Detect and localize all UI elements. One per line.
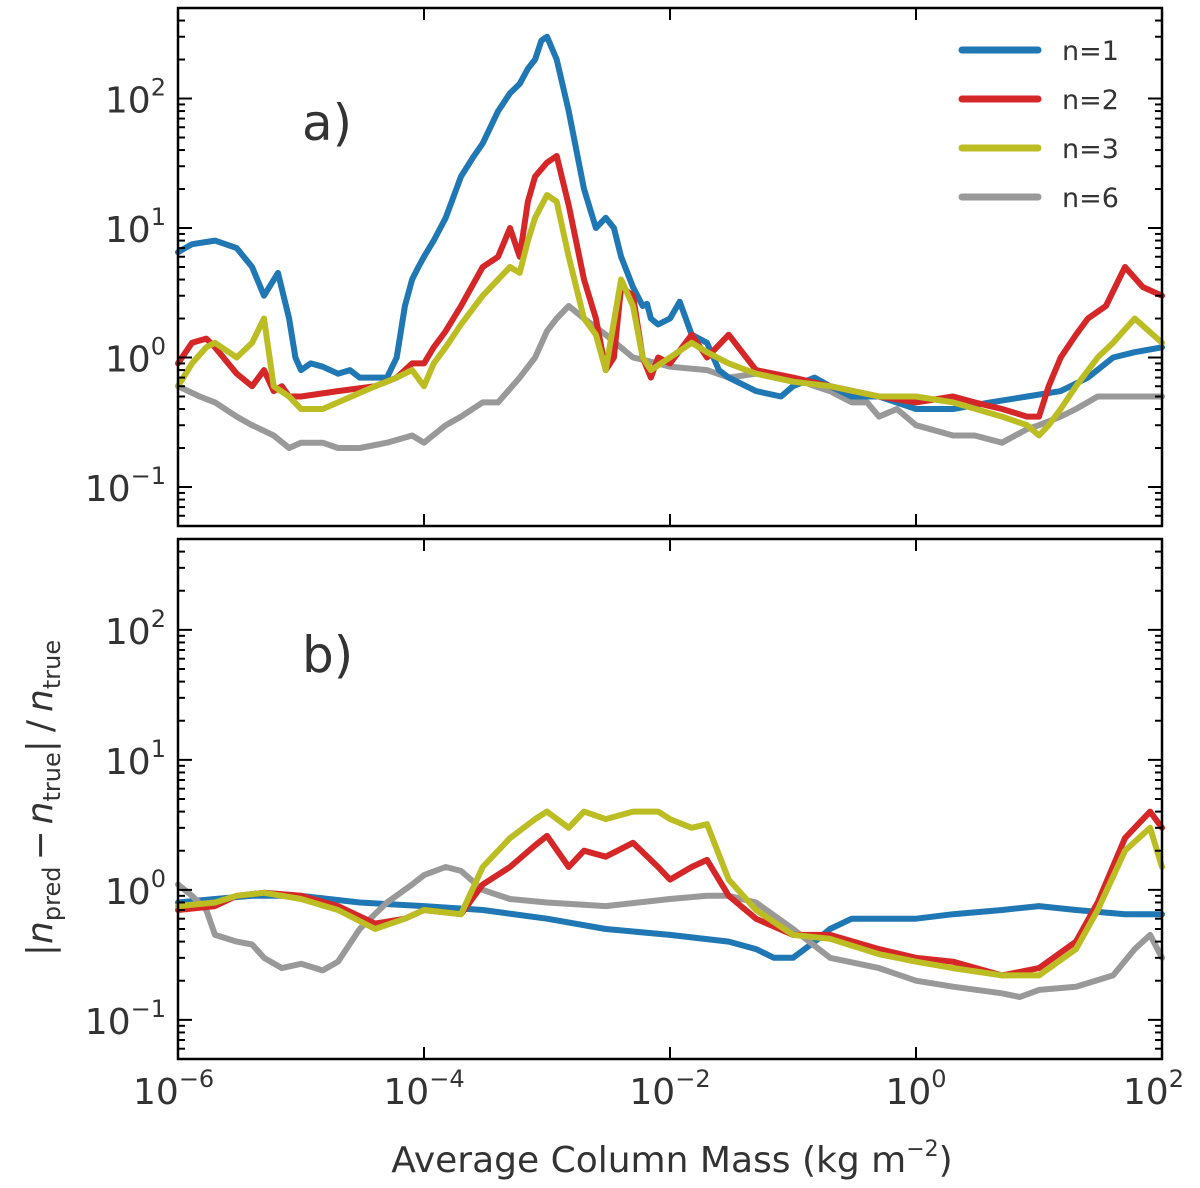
- panel-a-frame: [176, 6, 1164, 528]
- y-tick-label-exp: 1: [151, 735, 166, 763]
- legend: n=1 n=2 n=3 n=6: [958, 36, 1119, 214]
- series-line-b-n2: [175, 808, 1165, 979]
- y-title-sub1: pred: [38, 867, 66, 922]
- panel-b-label: b): [302, 626, 353, 684]
- y-tick-label-exp: −1: [131, 995, 166, 1023]
- x-tick-label-exp: 2: [1169, 1065, 1184, 1093]
- legend-label: n=3: [1062, 134, 1119, 165]
- y-tick-label-base: 10: [85, 469, 131, 510]
- series-line-a-n2: [175, 153, 1165, 420]
- x-axis-title-exp: −2: [906, 1137, 938, 1162]
- y-tick-label: 10−1: [85, 462, 166, 510]
- x-tick-label: 10−4: [383, 1065, 464, 1113]
- y-tick-label: 101: [105, 735, 166, 783]
- x-axis-title-main: Average Column Mass (kg m: [391, 1140, 906, 1181]
- x-tick-label-base: 10: [133, 1072, 179, 1113]
- x-tick-label-base: 10: [629, 1072, 675, 1113]
- y-axis-title: |npred−ntrue|/ntrue: [20, 640, 66, 956]
- y-tick-label-exp: 2: [151, 74, 166, 102]
- y-tick-label-exp: 2: [151, 605, 166, 633]
- series-line-a-n1: [175, 33, 1165, 412]
- y-tick-label-exp: 0: [151, 333, 166, 361]
- y-title-minus: −: [20, 830, 61, 860]
- y-tick-label: 100: [105, 333, 166, 381]
- panel-b-series: [175, 808, 1165, 1000]
- x-tick-label-exp: −4: [429, 1065, 464, 1093]
- legend-label: n=6: [1062, 183, 1119, 214]
- y-tick-label: 10−1: [85, 995, 166, 1043]
- x-tick-label: 102: [1123, 1065, 1184, 1113]
- x-axis-title: Average Column Mass (kg m−2): [391, 1137, 952, 1181]
- legend-label: n=1: [1062, 36, 1119, 67]
- x-axis-title-close: ): [939, 1140, 953, 1181]
- y-tick-label-exp: 0: [151, 865, 166, 893]
- x-tick-label: 10−6: [133, 1065, 214, 1113]
- y-title-slash: /: [20, 719, 61, 732]
- x-tick-label: 100: [885, 1065, 946, 1113]
- x-tick-label-base: 10: [1123, 1072, 1169, 1113]
- x-tick-label-exp: −6: [179, 1065, 214, 1093]
- panel-b-frame: [176, 537, 1164, 1061]
- x-tick-label-base: 10: [383, 1072, 429, 1113]
- y-title-sub2: true: [38, 752, 66, 801]
- series-line-b-n3: [175, 808, 1165, 979]
- y-tick-label-exp: −1: [131, 462, 166, 490]
- legend-label: n=2: [1062, 85, 1119, 116]
- y-title-n1: n: [20, 921, 61, 944]
- y-tick-label-base: 10: [105, 210, 151, 251]
- x-tick-label-exp: 0: [931, 1065, 946, 1093]
- y-title-sub3: true: [38, 640, 66, 689]
- y-tick-label: 100: [105, 865, 166, 913]
- y-tick-label-base: 10: [105, 872, 151, 913]
- x-tick-label-base: 10: [885, 1072, 931, 1113]
- y-tick-label: 102: [105, 74, 166, 122]
- y-tick-label-exp: 1: [151, 203, 166, 231]
- x-tick-labels: 10−6 10−4 10−2 100 102: [133, 1065, 1184, 1113]
- y-tick-label-base: 10: [105, 742, 151, 783]
- y-tick-label: 101: [105, 203, 166, 251]
- y-title-bar-close: |: [20, 740, 61, 752]
- series-line-a-n6: [175, 303, 1165, 451]
- series-line-a-n3: [175, 192, 1165, 439]
- y-tick-label-base: 10: [105, 340, 151, 381]
- series-line-b-n1: [175, 892, 1165, 961]
- y-title-n2: n: [20, 802, 61, 825]
- panel-a-series: [175, 33, 1165, 451]
- x-tick-label-exp: −2: [675, 1065, 710, 1093]
- y-title-n3: n: [20, 689, 61, 712]
- y-tick-label-base: 10: [105, 612, 151, 653]
- y-title-bar-open: |: [20, 944, 61, 956]
- y-tick-label: 102: [105, 605, 166, 653]
- series-line-b-n6: [175, 864, 1165, 1000]
- panel-a-label: a): [302, 94, 352, 152]
- y-tick-label-base: 10: [85, 1002, 131, 1043]
- x-tick-label: 10−2: [629, 1065, 710, 1113]
- y-tick-label-base: 10: [105, 81, 151, 122]
